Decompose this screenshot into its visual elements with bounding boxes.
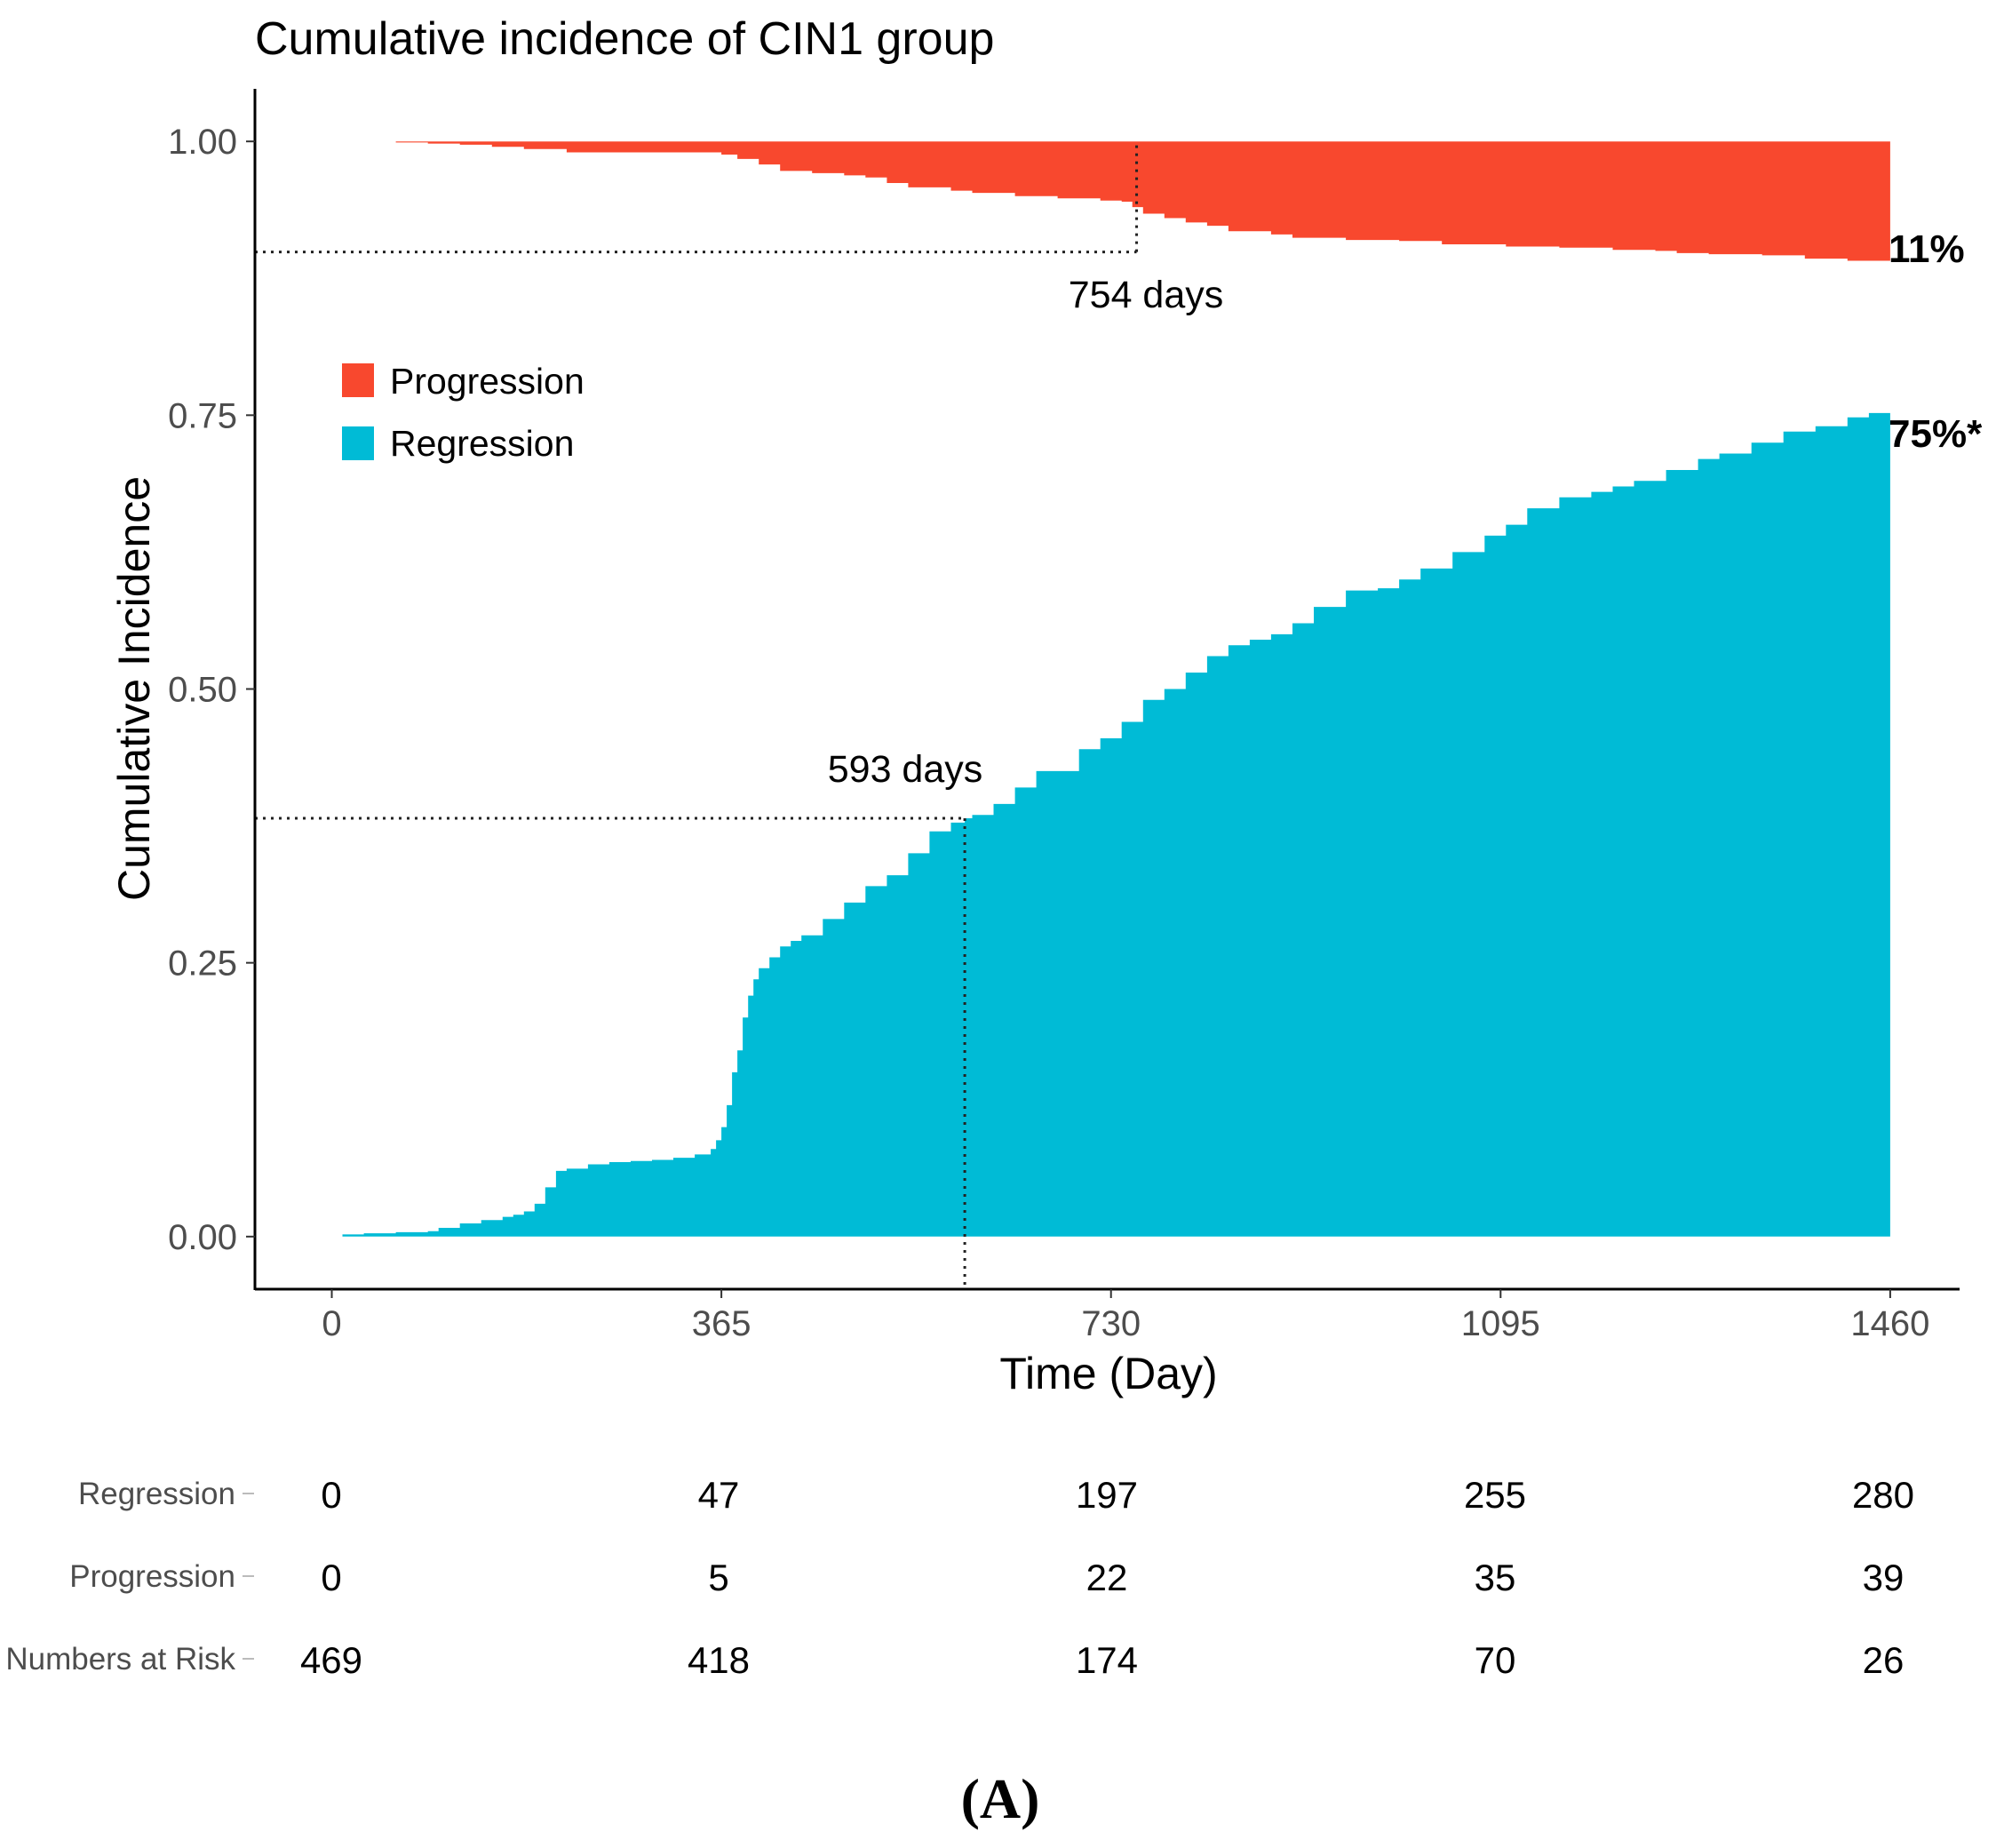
y-axis-label: Cumulative Incidence [109, 476, 159, 901]
risk-value: 5 [708, 1557, 728, 1598]
y-tick-label: 0.00 [168, 1218, 237, 1257]
plot-area-fills [331, 141, 1890, 1237]
risk-value: 0 [321, 1474, 341, 1516]
risk-table-row: Numbers at Risk 469 418 174 70 26 [5, 1639, 1904, 1681]
risk-row-label-regression: Regression [78, 1477, 235, 1511]
y-axis-ticks: 0.00 0.25 0.50 0.75 1.00 [168, 123, 255, 1257]
y-tick-label: 0.50 [168, 671, 237, 710]
risk-row-label-progression: Progression [69, 1559, 235, 1594]
risk-value: 39 [1863, 1557, 1905, 1598]
x-tick-label: 1095 [1461, 1304, 1540, 1343]
risk-value: 35 [1475, 1557, 1516, 1598]
figure-caption: (A) [961, 1767, 1040, 1830]
risk-value: 255 [1464, 1474, 1526, 1516]
progression-end-label: 11% [1889, 227, 1965, 271]
risk-value: 174 [1076, 1639, 1138, 1681]
x-axis-ticks: 0 365 730 1095 1460 [322, 1289, 1929, 1343]
x-axis-label: Time (Day) [999, 1349, 1217, 1398]
risk-table: Regression 0 47 197 255 280 Progression … [5, 1474, 1914, 1681]
chart-title: Cumulative incidence of CIN1 group [255, 13, 994, 65]
risk-value: 70 [1475, 1639, 1516, 1681]
y-tick-label: 0.25 [168, 944, 237, 984]
x-tick-label: 365 [692, 1304, 751, 1343]
risk-table-row: Regression 0 47 197 255 280 [78, 1474, 1914, 1516]
risk-value: 197 [1076, 1474, 1138, 1516]
risk-row-label-numbers-at-risk: Numbers at Risk [5, 1642, 235, 1677]
x-tick-label: 730 [1081, 1304, 1141, 1343]
progression-median-annotation: 754 days [1069, 274, 1224, 316]
legend-label-regression: Regression [390, 423, 574, 464]
regression-end-label: 75%* [1889, 412, 1983, 456]
y-tick-label: 0.75 [168, 396, 237, 435]
risk-table-row: Progression 0 5 22 35 39 [69, 1557, 1904, 1598]
legend-label-progression: Progression [390, 361, 584, 402]
legend-swatch-progression [342, 363, 374, 397]
reference-lines [255, 141, 1139, 1289]
x-tick-label: 1460 [1850, 1304, 1929, 1343]
risk-value: 22 [1086, 1557, 1128, 1598]
series-area-regression [331, 408, 1890, 1237]
series-area-progression [331, 141, 1890, 262]
x-tick-label: 0 [322, 1304, 341, 1343]
risk-value: 280 [1852, 1474, 1914, 1516]
risk-value: 469 [300, 1639, 362, 1681]
risk-value: 47 [698, 1474, 740, 1516]
y-tick-label: 1.00 [168, 123, 237, 162]
risk-value: 418 [688, 1639, 750, 1681]
risk-value: 26 [1863, 1639, 1905, 1681]
legend-swatch-regression [342, 426, 374, 460]
regression-median-annotation: 593 days [828, 748, 983, 791]
risk-value: 0 [321, 1557, 341, 1598]
legend: Progression Regression [342, 361, 584, 464]
